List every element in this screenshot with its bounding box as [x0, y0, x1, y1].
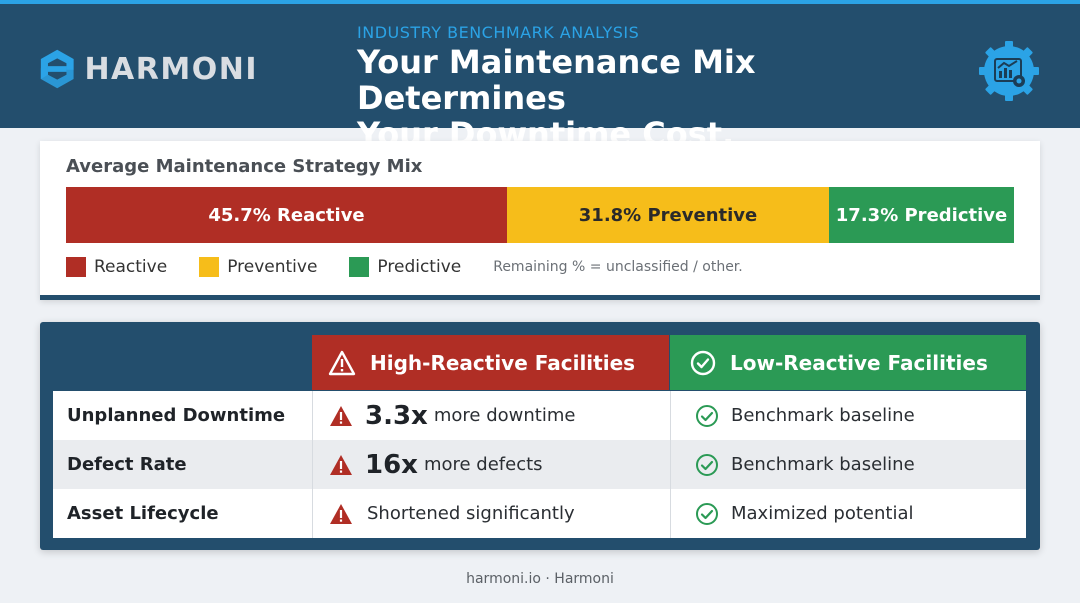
segment-predictive: 17.3% Predictive [829, 187, 1014, 243]
strategy-mix-card: Average Maintenance Strategy Mix 45.7% R… [40, 141, 1040, 300]
metric-label: Unplanned Downtime [67, 405, 286, 426]
mix-title: Average Maintenance Strategy Mix [66, 156, 423, 177]
check-circle-icon [690, 350, 716, 375]
legend-swatch-reactive [66, 257, 86, 277]
table-row: Defect Rate 16x more defects Benchmark b… [53, 440, 1026, 489]
low-reactive-cell: Benchmark baseline [670, 391, 1026, 440]
brand-logo[interactable]: HARMONI [38, 38, 258, 100]
table-row: Unplanned Downtime 3.3x more downtime Be… [53, 391, 1026, 440]
column-header-label: High-Reactive Facilities [370, 350, 636, 375]
title-line-1: Your Maintenance Mix Determines [357, 43, 756, 117]
multiplier-text: more defects [423, 454, 543, 475]
warning-triangle-icon [330, 503, 352, 524]
column-header-low-reactive: Low-Reactive Facilities [670, 335, 1026, 390]
check-circle-icon [696, 404, 718, 427]
analytics-gear-icon [979, 41, 1039, 101]
high-reactive-cell: 3.3x more downtime [312, 391, 670, 440]
segment-preventive: 31.8% Preventive [507, 187, 829, 243]
column-header-high-reactive: High-Reactive Facilities [312, 335, 669, 390]
table-row: Asset Lifecycle Shortened significantly … [53, 489, 1026, 538]
high-reactive-text: Shortened significantly [367, 503, 575, 524]
low-reactive-cell: Benchmark baseline [670, 440, 1026, 489]
legend-swatch-predictive [349, 257, 370, 277]
check-circle-icon [696, 453, 718, 476]
legend-label: Reactive [94, 257, 168, 277]
check-circle-icon [696, 502, 718, 525]
column-header-label: Low-Reactive Facilities [730, 350, 988, 375]
low-reactive-cell: Maximized potential [670, 489, 1026, 538]
metric-label: Asset Lifecycle [67, 503, 219, 524]
harmoni-logo-icon [40, 49, 74, 89]
low-reactive-text: Maximized potential [731, 503, 914, 524]
mix-legend: Reactive Preventive Predictive Remaining… [66, 257, 743, 277]
comparison-card: High-Reactive Facilities Low-Reactive Fa… [40, 322, 1040, 550]
page-title: Your Maintenance Mix Determines Your Dow… [357, 44, 957, 152]
warning-triangle-icon [328, 350, 356, 375]
metric-label: Defect Rate [67, 454, 187, 475]
legend-item-reactive: Reactive [66, 257, 167, 277]
multiplier-value: 3.3x [365, 400, 428, 431]
stacked-bar: 45.7% Reactive 31.8% Preventive 17.3% Pr… [66, 187, 1014, 243]
legend-item-predictive: Predictive [349, 257, 461, 277]
legend-swatch-preventive [199, 257, 220, 277]
segment-reactive: 45.7% Reactive [66, 187, 507, 243]
low-reactive-text: Benchmark baseline [731, 454, 915, 475]
legend-label: Predictive [377, 257, 462, 277]
warning-triangle-icon [330, 405, 352, 426]
brand-name: HARMONI [84, 51, 258, 87]
legend-label: Preventive [227, 257, 318, 277]
multiplier-value: 16x [365, 449, 418, 480]
eyebrow-label: INDUSTRY BENCHMARK ANALYSIS [357, 23, 640, 42]
warning-triangle-icon [330, 454, 352, 475]
legend-item-preventive: Preventive [199, 257, 317, 277]
mix-note: Remaining % = unclassified / other. [493, 259, 743, 275]
multiplier-text: more downtime [433, 405, 576, 426]
high-reactive-cell: Shortened significantly [312, 489, 670, 538]
header-banner: HARMONI INDUSTRY BENCHMARK ANALYSIS Your… [0, 0, 1080, 152]
high-reactive-cell: 16x more defects [312, 440, 670, 489]
footer-credit[interactable]: harmoni.io · Harmoni [466, 571, 614, 587]
low-reactive-text: Benchmark baseline [731, 405, 915, 426]
